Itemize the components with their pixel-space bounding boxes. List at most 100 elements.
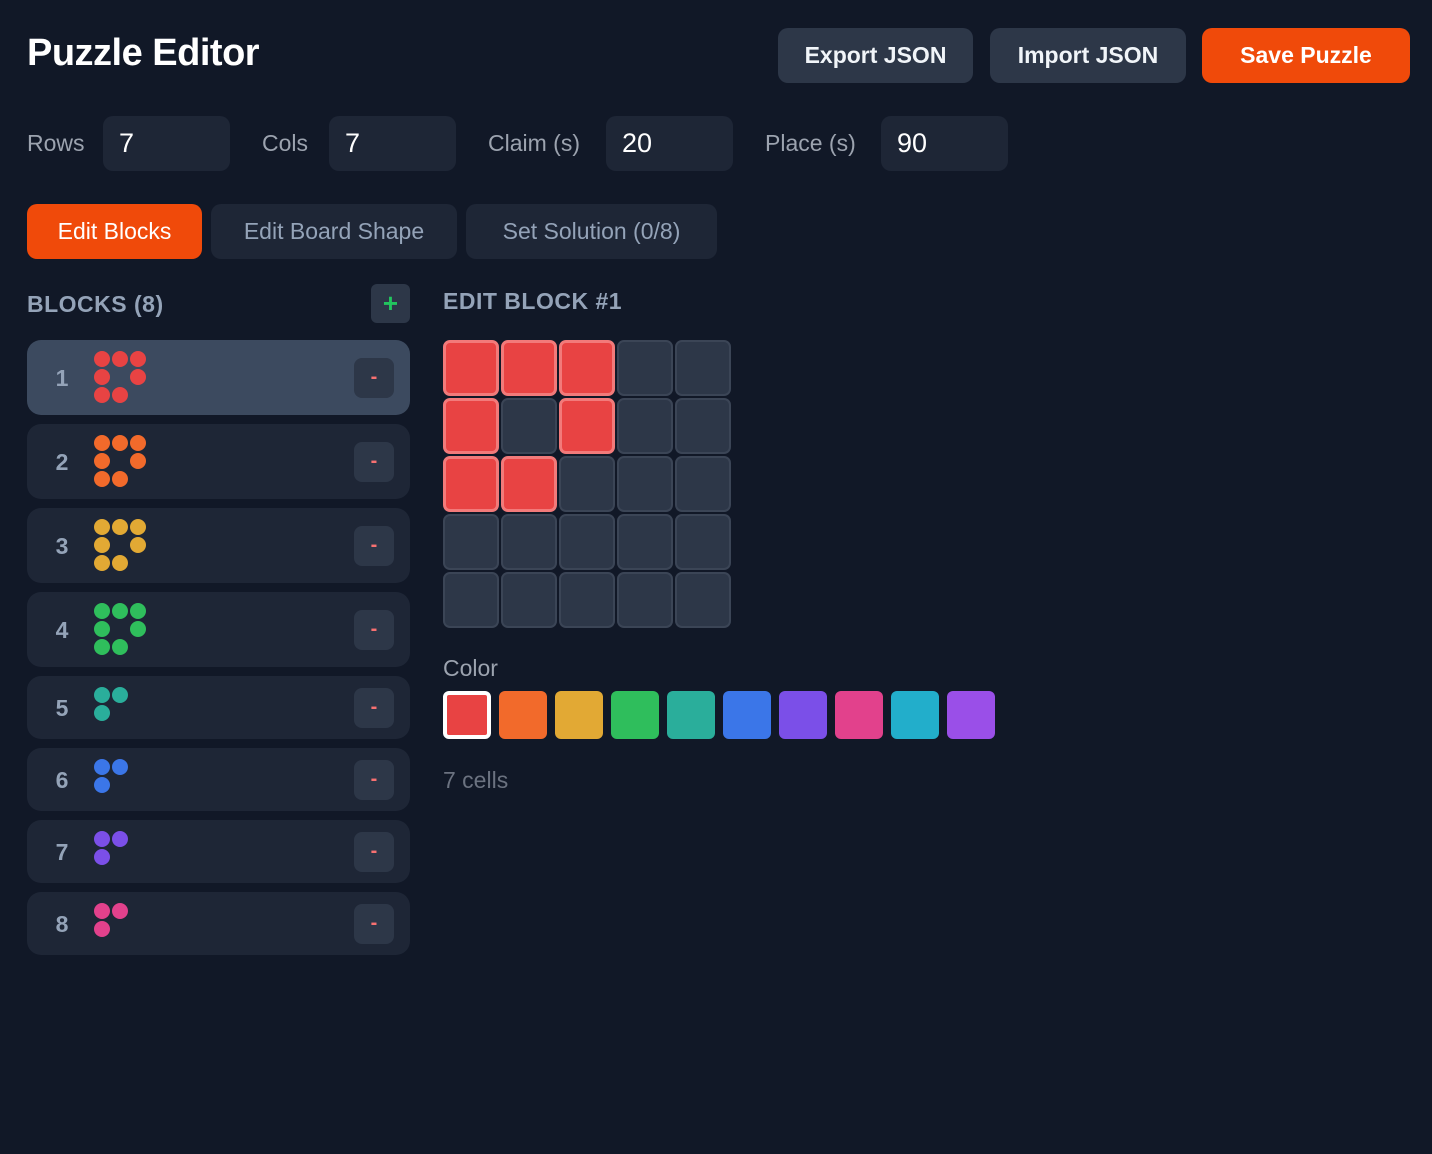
blocks-title: BLOCKS (8) [27, 291, 164, 317]
grid-cell[interactable] [443, 340, 499, 396]
tab-edit-board-shape[interactable]: Edit Board Shape [211, 204, 457, 259]
color-swatch[interactable] [835, 691, 883, 739]
grid-cell[interactable] [675, 340, 731, 396]
block-number: 2 [55, 448, 69, 475]
grid-cell[interactable] [617, 340, 673, 396]
color-swatch[interactable] [499, 691, 547, 739]
remove-block-button[interactable]: - [354, 831, 394, 872]
grid-cell[interactable] [675, 514, 731, 570]
shape-dot [94, 537, 110, 553]
grid-cell[interactable] [675, 398, 731, 454]
import-json-button[interactable]: Import JSON [990, 28, 1186, 83]
color-swatch[interactable] [443, 691, 491, 739]
grid-cell[interactable] [501, 572, 557, 628]
claim-input[interactable] [606, 116, 733, 171]
rows-label: Rows [27, 130, 85, 156]
block-number: 8 [55, 910, 69, 937]
cols-input[interactable] [329, 116, 456, 171]
block-list-item[interactable]: 8- [27, 892, 410, 955]
remove-block-button[interactable]: - [354, 903, 394, 944]
block-number: 1 [55, 364, 69, 391]
remove-block-button[interactable]: - [354, 441, 394, 482]
shape-dot [94, 849, 110, 865]
cell-count: 7 cells [443, 767, 509, 793]
color-swatch[interactable] [947, 691, 995, 739]
color-swatch[interactable] [891, 691, 939, 739]
remove-block-button[interactable]: - [354, 357, 394, 398]
remove-block-button[interactable]: - [354, 609, 394, 650]
shape-dot [112, 639, 128, 655]
shape-dot [130, 621, 146, 637]
block-list-item[interactable]: 7- [27, 820, 410, 883]
remove-block-button[interactable]: - [354, 687, 394, 728]
grid-cell[interactable] [443, 572, 499, 628]
block-list-item[interactable]: 5- [27, 676, 410, 739]
shape-dot [94, 621, 110, 637]
grid-cell[interactable] [675, 456, 731, 512]
claim-label: Claim (s) [488, 130, 580, 156]
grid-cell[interactable] [501, 398, 557, 454]
place-input[interactable] [881, 116, 1008, 171]
shape-dot [94, 555, 110, 571]
shape-dot [94, 705, 110, 721]
grid-cell[interactable] [443, 456, 499, 512]
rows-input[interactable] [103, 116, 230, 171]
block-list-item[interactable]: 6- [27, 748, 410, 811]
shape-dot [94, 453, 110, 469]
shape-dot [112, 555, 128, 571]
grid-cell[interactable] [617, 514, 673, 570]
grid-cell[interactable] [443, 398, 499, 454]
color-swatch[interactable] [723, 691, 771, 739]
color-swatch[interactable] [611, 691, 659, 739]
block-number: 7 [55, 838, 69, 865]
remove-block-button[interactable]: - [354, 525, 394, 566]
color-label: Color [443, 655, 498, 681]
color-swatch[interactable] [779, 691, 827, 739]
grid-cell[interactable] [559, 572, 615, 628]
shape-dot [94, 639, 110, 655]
shape-dot [112, 831, 128, 847]
block-number: 6 [55, 766, 69, 793]
save-puzzle-button[interactable]: Save Puzzle [1202, 28, 1410, 83]
color-swatch[interactable] [667, 691, 715, 739]
shape-dot [94, 777, 110, 793]
shape-dot [94, 387, 110, 403]
tab-edit-blocks[interactable]: Edit Blocks [27, 204, 202, 259]
shape-dot [94, 603, 110, 619]
grid-cell[interactable] [559, 398, 615, 454]
grid-cell[interactable] [675, 572, 731, 628]
block-list-item[interactable]: 4- [27, 592, 410, 667]
grid-cell[interactable] [559, 340, 615, 396]
grid-cell[interactable] [443, 514, 499, 570]
tab-set-solution[interactable]: Set Solution (0/8) [466, 204, 717, 259]
grid-cell[interactable] [617, 398, 673, 454]
shape-dot [94, 435, 110, 451]
block-list-item[interactable]: 3- [27, 508, 410, 583]
shape-dot [112, 603, 128, 619]
grid-cell[interactable] [501, 340, 557, 396]
shape-dot [112, 687, 128, 703]
shape-dot [94, 831, 110, 847]
grid-cell[interactable] [617, 456, 673, 512]
block-number: 4 [55, 616, 69, 643]
grid-cell[interactable] [617, 572, 673, 628]
remove-block-button[interactable]: - [354, 759, 394, 800]
shape-dot [94, 369, 110, 385]
shape-dot [112, 351, 128, 367]
shape-dot [94, 759, 110, 775]
shape-dot [94, 921, 110, 937]
grid-cell[interactable] [501, 514, 557, 570]
shape-dot [112, 471, 128, 487]
grid-cell[interactable] [559, 456, 615, 512]
shape-dot [130, 435, 146, 451]
page-title: Puzzle Editor [27, 32, 260, 74]
add-block-button[interactable]: + [371, 284, 410, 323]
color-swatch[interactable] [555, 691, 603, 739]
grid-cell[interactable] [559, 514, 615, 570]
block-list-item[interactable]: 2- [27, 424, 410, 499]
shape-dot [112, 519, 128, 535]
shape-dot [94, 519, 110, 535]
block-list-item[interactable]: 1- [27, 340, 410, 415]
export-json-button[interactable]: Export JSON [778, 28, 973, 83]
grid-cell[interactable] [501, 456, 557, 512]
